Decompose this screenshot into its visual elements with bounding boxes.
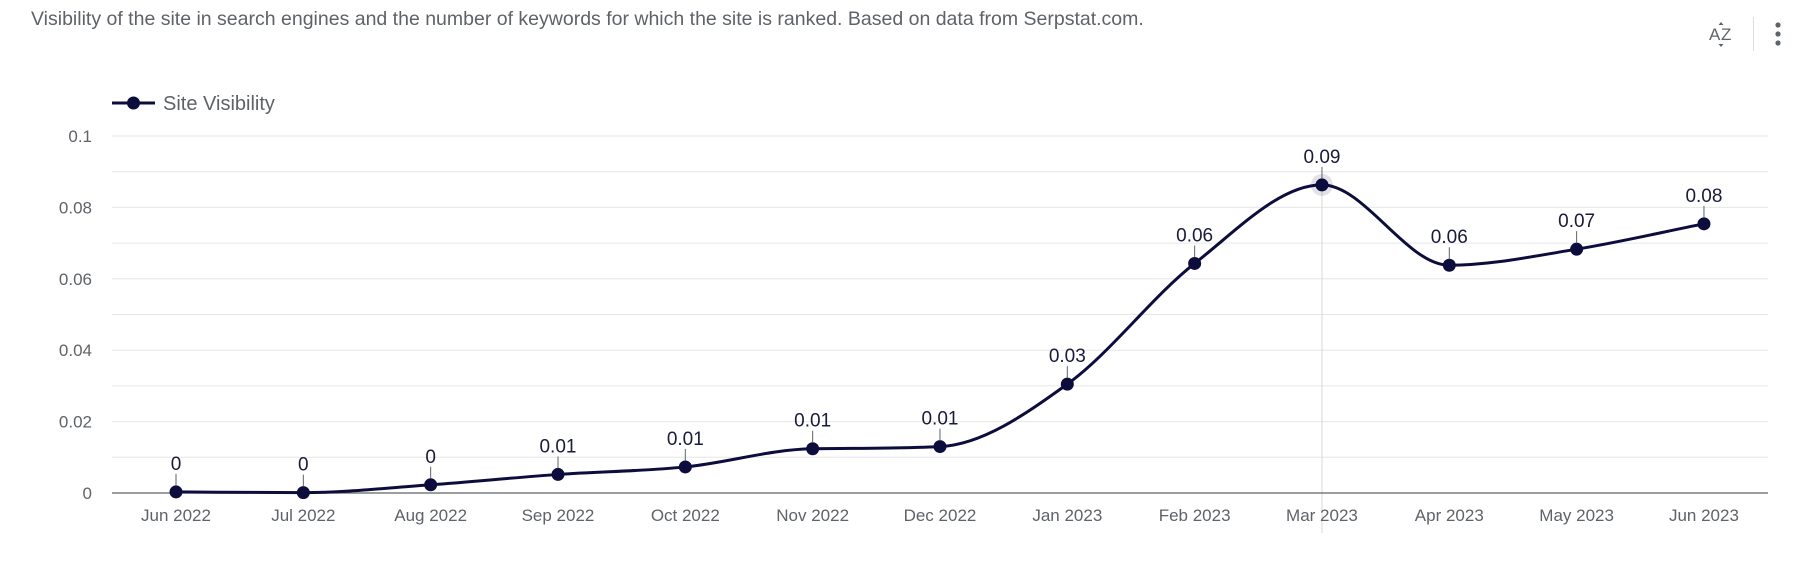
x-tick-label: Nov 2022 xyxy=(776,506,849,525)
data-label: 0 xyxy=(298,455,309,476)
data-point[interactable] xyxy=(1570,242,1584,256)
data-label: 0.08 xyxy=(1685,186,1722,207)
grid-lines xyxy=(112,135,1768,458)
svg-text:A: A xyxy=(1709,25,1721,44)
data-labels: 0 0 0 0.01 0.01 0.01 0.01 0.03 0.06 0.09 0.06 0.07 0… xyxy=(171,147,1722,487)
data-label: 0.01 xyxy=(921,409,958,430)
x-tick-label: Jan 2023 xyxy=(1032,506,1102,525)
x-tick-label: Feb 2023 xyxy=(1159,506,1231,525)
y-tick-label: 0 xyxy=(83,484,92,503)
legend-label-site-visibility: Site Visibility xyxy=(163,93,275,115)
y-tick-label: 0.06 xyxy=(59,270,92,289)
data-point[interactable] xyxy=(806,442,820,456)
data-label: 0.07 xyxy=(1558,211,1595,232)
sort-az-icon: A Z xyxy=(1709,22,1731,47)
sort-button[interactable]: A Z xyxy=(1705,12,1739,56)
data-point[interactable] xyxy=(1315,178,1329,192)
y-tick-label: 0.02 xyxy=(59,413,92,432)
y-tick-label: 0.04 xyxy=(59,341,92,360)
series-line-site-visibility xyxy=(175,183,1705,495)
data-label: 0.01 xyxy=(667,429,704,450)
chart-legend[interactable]: Site Visibility xyxy=(112,93,275,115)
data-point[interactable] xyxy=(169,485,183,499)
data-points xyxy=(169,173,1711,500)
y-tick-label: 0.08 xyxy=(59,198,92,217)
data-label: 0.06 xyxy=(1176,225,1213,246)
series-line-layer xyxy=(175,183,1705,495)
x-tick-label: Mar 2023 xyxy=(1286,506,1358,525)
x-tick-label: Jun 2023 xyxy=(1669,506,1739,525)
data-label: 0.06 xyxy=(1431,227,1468,248)
x-tick-label: Aug 2022 xyxy=(394,506,467,525)
data-point[interactable] xyxy=(1188,256,1202,270)
data-label: 0.03 xyxy=(1049,346,1086,367)
data-point[interactable] xyxy=(1697,217,1711,231)
data-point[interactable] xyxy=(1060,377,1074,391)
y-tick-label: 0.1 xyxy=(68,127,92,146)
more-options-button[interactable] xyxy=(1768,12,1788,56)
data-label: 0 xyxy=(425,447,436,468)
x-tick-label: Jul 2022 xyxy=(271,506,335,525)
chart-toolbar: A Z xyxy=(1705,12,1788,56)
data-point[interactable] xyxy=(1442,258,1456,272)
data-point[interactable] xyxy=(678,460,692,474)
data-label: 0.09 xyxy=(1303,147,1340,168)
x-tick-label: Oct 2022 xyxy=(651,506,720,525)
more-vert-icon xyxy=(1775,22,1781,46)
x-tick-label: Dec 2022 xyxy=(904,506,977,525)
data-point[interactable] xyxy=(296,486,310,500)
data-label: 0 xyxy=(171,454,182,475)
data-label: 0.01 xyxy=(539,436,576,457)
x-tick-label: Sep 2022 xyxy=(522,506,595,525)
legend-marker xyxy=(127,96,140,110)
x-tick-label: Apr 2023 xyxy=(1415,506,1484,525)
x-tick-label: Jun 2022 xyxy=(141,506,211,525)
svg-text:Z: Z xyxy=(1721,25,1731,44)
data-point[interactable] xyxy=(933,440,947,454)
axes: 0 0.02 0.04 0.06 0.08 0.1 Jun 2022 Jul 2022 Aug … xyxy=(59,127,1768,525)
x-tick-label: May 2023 xyxy=(1539,506,1614,525)
data-label: 0.01 xyxy=(794,411,831,432)
data-point[interactable] xyxy=(424,478,438,492)
chart-description: Visibility of the site in search engines… xyxy=(31,8,1144,30)
data-point[interactable] xyxy=(551,467,565,481)
highlight-halo xyxy=(1310,173,1333,196)
toolbar-divider xyxy=(1753,17,1754,51)
